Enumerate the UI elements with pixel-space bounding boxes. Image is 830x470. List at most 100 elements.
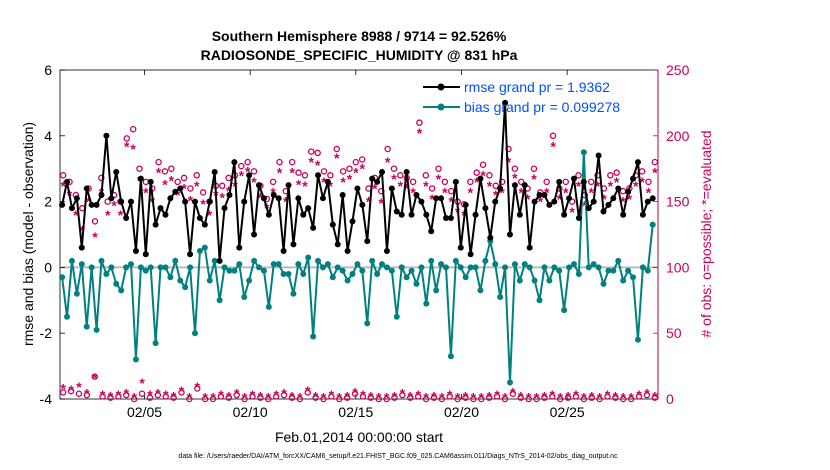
obs-evaluated-marker: *: [455, 390, 461, 406]
obs-possible-marker: [607, 172, 614, 179]
obs-evaluated-marker: *: [315, 157, 321, 173]
obs-possible-marker: [568, 198, 576, 205]
rmse-point: [644, 198, 651, 205]
legend-label: bias grand pr = 0.099278: [464, 99, 620, 115]
obs-evaluated-marker: *: [273, 387, 279, 403]
obs-possible-marker: [99, 393, 106, 400]
y-left-tick-label: 6: [44, 62, 52, 78]
obs-evaluated-marker: *: [171, 388, 177, 404]
rmse-point: [201, 221, 208, 228]
bias-point: [541, 264, 548, 271]
obs-possible-marker: [104, 198, 111, 205]
obs-possible-marker: [129, 125, 137, 133]
obs-possible-marker: [67, 387, 75, 395]
rmse-point: [531, 198, 538, 205]
obs-evaluated-marker: *: [195, 379, 201, 395]
obs-evaluated-marker: *: [563, 184, 569, 200]
rmse-point: [570, 175, 577, 182]
obs-evaluated-marker: *: [525, 191, 531, 207]
bias-point: [388, 267, 395, 274]
obs-evaluated-marker: *: [510, 384, 516, 400]
bias-point: [620, 277, 627, 284]
rmse-point: [408, 211, 415, 218]
rmse-point: [280, 247, 287, 254]
obs-possible-marker: [154, 391, 162, 399]
obs-possible-marker: [430, 394, 438, 401]
obs-evaluated-marker: *: [194, 178, 200, 194]
bias-point: [339, 267, 346, 274]
obs-possible-marker: [635, 393, 643, 400]
bias-point: [536, 297, 543, 304]
obs-possible-marker: [541, 394, 548, 401]
rmse-point: [600, 208, 607, 215]
bias-point: [280, 270, 287, 277]
obs-possible-marker: [473, 169, 480, 176]
obs-possible-marker: [562, 178, 570, 186]
rmse-point: [625, 188, 632, 195]
obs-possible-marker: [651, 158, 659, 166]
rmse-point: [610, 195, 617, 202]
obs-possible-marker: [613, 169, 620, 176]
bias-point: [649, 221, 656, 228]
obs-evaluated-marker: *: [329, 387, 335, 403]
obs-evaluated-marker: *: [550, 387, 556, 403]
rmse-point: [236, 244, 243, 251]
bias-point: [492, 261, 499, 268]
rmse-point: [334, 241, 341, 248]
bias-point: [187, 264, 194, 271]
obs-possible-marker: [467, 178, 474, 186]
chart-title-line2: RADIOSONDE_SPECIFIC_HUMIDITY @ 831 hPa: [201, 47, 518, 63]
obs-evaluated-marker: *: [614, 174, 620, 190]
rmse-point: [216, 257, 223, 264]
obs-evaluated-marker: *: [118, 207, 124, 223]
obs-evaluated-marker: *: [130, 141, 136, 157]
bias-point: [393, 313, 400, 320]
obs-possible-marker: [446, 393, 453, 400]
x-tick-label: 02/05: [127, 404, 162, 420]
bias-point: [447, 353, 454, 360]
obs-possible-marker: [517, 394, 524, 401]
y-right-tick-label: 50: [666, 325, 682, 341]
obs-possible-marker: [549, 393, 556, 400]
rmse-point: [349, 218, 356, 225]
obs-possible-marker: [75, 390, 83, 397]
obs-possible-marker: [186, 395, 193, 403]
obs-evaluated-marker: *: [550, 138, 556, 154]
obs-evaluated-marker: *: [139, 375, 145, 391]
obs-evaluated-marker: *: [162, 176, 168, 192]
obs-evaluated-marker: *: [347, 171, 353, 187]
rmse-point: [438, 195, 445, 202]
rmse-point: [541, 192, 548, 199]
obs-evaluated-marker: *: [439, 390, 445, 406]
obs-evaluated-marker: *: [302, 178, 308, 194]
rmse-point: [88, 201, 95, 208]
obs-evaluated-marker: *: [321, 174, 327, 190]
bias-point: [83, 323, 90, 330]
obs-possible-marker: [280, 391, 288, 399]
x-tick-label: 02/20: [444, 404, 479, 420]
rmse-point: [108, 195, 115, 202]
obs-possible-marker: [288, 394, 296, 401]
obs-possible-marker: [486, 172, 493, 179]
obs-possible-marker: [136, 165, 143, 172]
obs-possible-marker: [193, 172, 201, 179]
obs-possible-marker: [123, 391, 130, 399]
rmse-point: [187, 251, 194, 258]
obs-possible-marker: [533, 395, 540, 403]
obs-possible-marker: [359, 393, 367, 400]
rmse-point: [649, 195, 656, 202]
bias-point: [438, 261, 445, 268]
obs-possible-marker: [238, 162, 245, 170]
obs-evaluated-marker: *: [207, 207, 213, 223]
bias-point: [413, 280, 420, 287]
obs-evaluated-marker: *: [542, 388, 548, 404]
rmse-point: [433, 195, 440, 202]
bias-point: [521, 261, 528, 268]
bias-point: [123, 264, 130, 271]
obs-evaluated-marker: *: [226, 388, 232, 404]
y-right-tick-label: 200: [666, 128, 690, 144]
obs-possible-marker: [479, 161, 487, 169]
obs-evaluated-marker: *: [210, 390, 216, 406]
obs-evaluated-marker: *: [353, 165, 359, 181]
bias-point: [457, 264, 464, 271]
